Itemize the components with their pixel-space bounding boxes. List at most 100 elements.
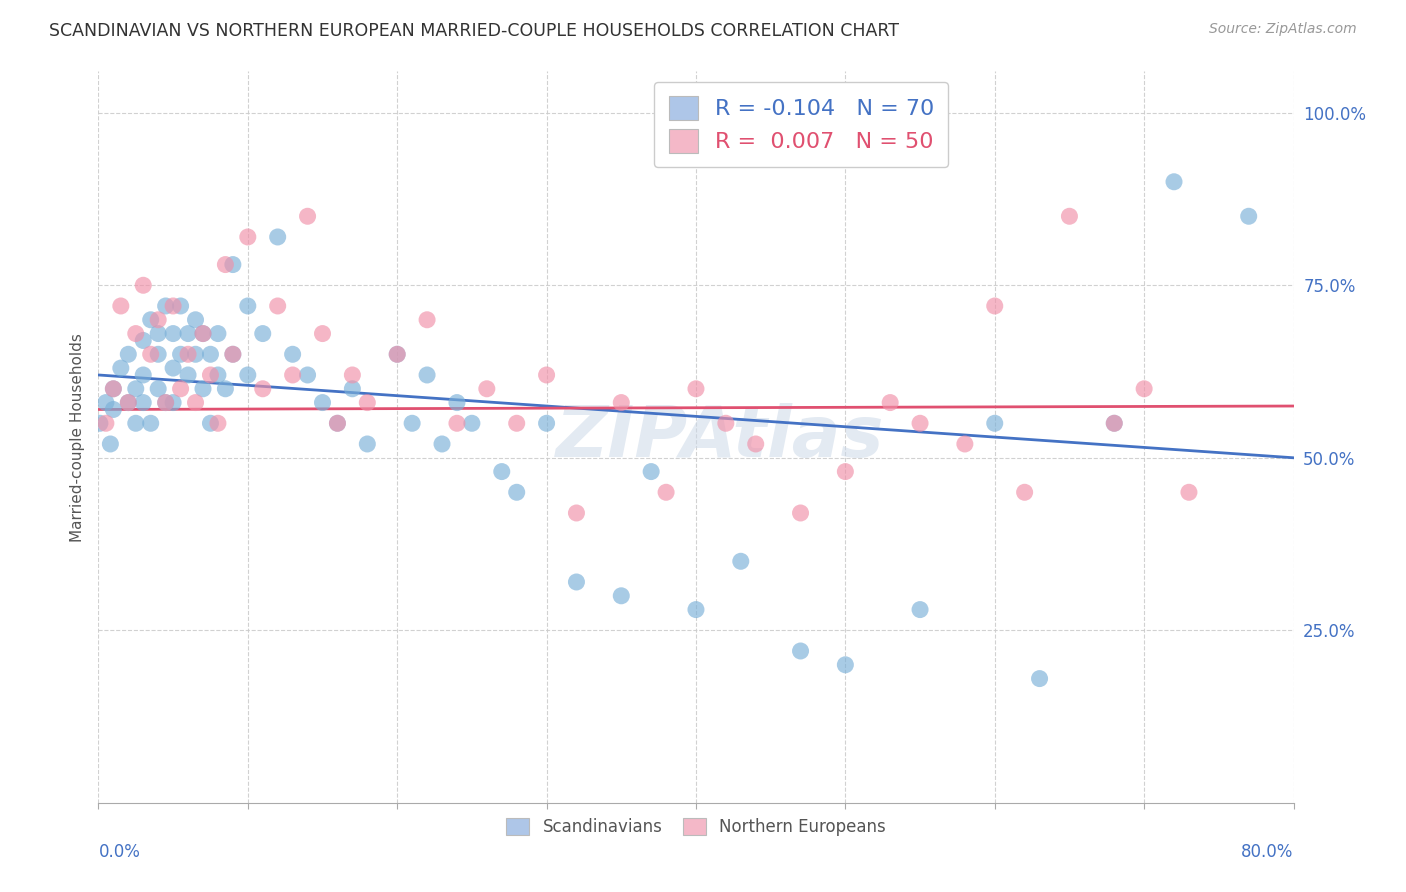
Point bbox=[311, 395, 333, 409]
Point bbox=[1104, 417, 1126, 431]
Point bbox=[162, 299, 184, 313]
Point bbox=[177, 326, 200, 341]
Point bbox=[177, 368, 200, 382]
Point bbox=[207, 326, 229, 341]
Point bbox=[685, 602, 707, 616]
Point bbox=[169, 299, 191, 313]
Point bbox=[953, 437, 976, 451]
Text: 0.0%: 0.0% bbox=[98, 843, 141, 861]
Point bbox=[1237, 209, 1260, 223]
Point bbox=[446, 395, 468, 409]
Point bbox=[191, 326, 214, 341]
Point bbox=[1133, 382, 1156, 396]
Point bbox=[565, 574, 588, 589]
Text: Source: ZipAtlas.com: Source: ZipAtlas.com bbox=[1209, 22, 1357, 37]
Point bbox=[416, 368, 439, 382]
Point bbox=[132, 395, 155, 409]
Text: ZIPAtlas: ZIPAtlas bbox=[555, 402, 884, 472]
Point bbox=[162, 361, 184, 376]
Point bbox=[1014, 485, 1036, 500]
Point bbox=[1163, 175, 1185, 189]
Point bbox=[200, 347, 222, 361]
Point bbox=[117, 347, 139, 361]
Point bbox=[685, 382, 707, 396]
Point bbox=[536, 417, 558, 431]
Point bbox=[730, 554, 752, 568]
Point bbox=[155, 395, 177, 409]
Point bbox=[252, 382, 274, 396]
Point bbox=[148, 326, 170, 341]
Point bbox=[984, 417, 1007, 431]
Point bbox=[148, 347, 170, 361]
Point bbox=[475, 382, 498, 396]
Point bbox=[506, 485, 529, 500]
Point bbox=[207, 368, 229, 382]
Point bbox=[125, 417, 148, 431]
Point bbox=[184, 395, 207, 409]
Point bbox=[155, 395, 177, 409]
Point bbox=[416, 312, 439, 326]
Point bbox=[1059, 209, 1081, 223]
Point bbox=[162, 326, 184, 341]
Point bbox=[908, 602, 931, 616]
Point bbox=[117, 395, 139, 409]
Point bbox=[297, 368, 319, 382]
Point bbox=[200, 368, 222, 382]
Point bbox=[326, 417, 349, 431]
Point bbox=[103, 382, 125, 396]
Point bbox=[745, 437, 768, 451]
Point bbox=[191, 326, 214, 341]
Point bbox=[491, 465, 513, 479]
Point bbox=[214, 382, 236, 396]
Point bbox=[789, 506, 811, 520]
Point bbox=[139, 347, 162, 361]
Text: 80.0%: 80.0% bbox=[1241, 843, 1294, 861]
Point bbox=[267, 299, 290, 313]
Point bbox=[385, 347, 409, 361]
Point bbox=[610, 589, 633, 603]
Point bbox=[834, 465, 856, 479]
Point bbox=[139, 417, 162, 431]
Point bbox=[162, 395, 184, 409]
Point bbox=[446, 417, 468, 431]
Point bbox=[1104, 417, 1126, 431]
Point bbox=[1028, 672, 1050, 686]
Legend: Scandinavians, Northern Europeans: Scandinavians, Northern Europeans bbox=[492, 805, 900, 849]
Point bbox=[110, 299, 132, 313]
Point bbox=[640, 465, 662, 479]
Point bbox=[222, 258, 245, 272]
Point bbox=[117, 395, 139, 409]
Point bbox=[110, 361, 132, 376]
Point bbox=[148, 382, 170, 396]
Point bbox=[401, 417, 423, 431]
Point bbox=[789, 644, 811, 658]
Point bbox=[236, 299, 259, 313]
Point bbox=[236, 230, 259, 244]
Point bbox=[125, 382, 148, 396]
Point bbox=[222, 347, 245, 361]
Point bbox=[326, 417, 349, 431]
Point bbox=[103, 382, 125, 396]
Point bbox=[565, 506, 588, 520]
Point bbox=[169, 382, 191, 396]
Point bbox=[252, 326, 274, 341]
Point bbox=[461, 417, 484, 431]
Point bbox=[311, 326, 333, 341]
Point bbox=[879, 395, 901, 409]
Point bbox=[908, 417, 931, 431]
Point bbox=[125, 326, 148, 341]
Point bbox=[155, 299, 177, 313]
Point bbox=[984, 299, 1007, 313]
Point bbox=[281, 368, 304, 382]
Point bbox=[132, 368, 155, 382]
Point bbox=[191, 382, 214, 396]
Point bbox=[89, 417, 111, 431]
Point bbox=[430, 437, 453, 451]
Point bbox=[177, 347, 200, 361]
Point bbox=[267, 230, 290, 244]
Point bbox=[132, 278, 155, 293]
Y-axis label: Married-couple Households: Married-couple Households bbox=[69, 333, 84, 541]
Point bbox=[297, 209, 319, 223]
Point bbox=[169, 347, 191, 361]
Point bbox=[148, 312, 170, 326]
